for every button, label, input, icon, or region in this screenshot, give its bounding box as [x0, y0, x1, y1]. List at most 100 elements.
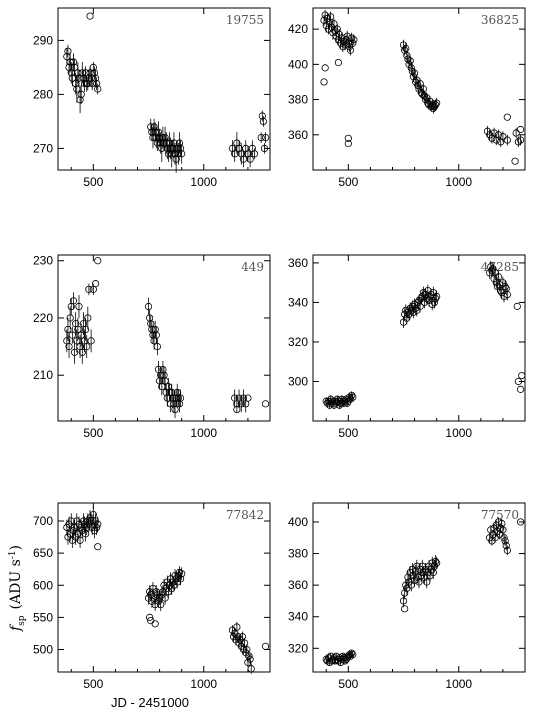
data-point: [87, 337, 95, 345]
data-point: [431, 557, 440, 566]
data-point: [503, 136, 511, 144]
data-point: [178, 150, 186, 158]
data-point: [83, 342, 91, 351]
data-point: [69, 58, 78, 66]
data-point: [494, 131, 503, 139]
data-point: [154, 128, 163, 136]
data-point: [346, 652, 355, 660]
data-point: [503, 546, 511, 554]
data-point: [323, 657, 331, 665]
data-point: [157, 600, 165, 609]
data-point: [76, 536, 84, 544]
x-tick-label: 1000: [445, 426, 472, 440]
data-point: [399, 597, 408, 605]
data-point: [84, 314, 92, 322]
y-tick-label: 420: [288, 22, 308, 36]
y-axis-units-exp: -1: [8, 550, 18, 559]
x-tick-label: 1000: [190, 677, 217, 691]
data-point: [250, 150, 259, 158]
data-point: [144, 302, 153, 311]
data-point: [91, 74, 100, 82]
y-tick-label: 550: [33, 610, 53, 624]
data-point: [89, 510, 97, 519]
data-point: [399, 41, 408, 49]
data-point: [161, 134, 169, 142]
data-point: [146, 613, 154, 621]
panel-77842: 500 1000 500 550 600 650 700 77842: [33, 502, 271, 691]
data-point: [321, 11, 329, 19]
plot-frame: [57, 254, 271, 422]
data-point: [516, 125, 525, 134]
data-point: [90, 69, 99, 77]
x-tick-label: 500: [83, 426, 103, 440]
data-point: [78, 348, 86, 356]
data-point: [349, 651, 357, 659]
plot-frame: [312, 502, 526, 673]
data-point: [344, 397, 352, 405]
y-tick-label: 400: [288, 515, 308, 529]
data-point: [431, 101, 440, 109]
data-point: [512, 129, 520, 137]
y-tick-label: 270: [33, 141, 53, 155]
data-point: [86, 12, 94, 20]
data-point: [502, 542, 510, 550]
data-point: [261, 642, 270, 650]
data-point: [246, 155, 254, 163]
data-point: [412, 78, 420, 86]
data-point: [503, 113, 511, 121]
data-point: [433, 292, 441, 301]
data-point: [516, 385, 525, 393]
data-point: [233, 623, 241, 631]
data-point: [175, 400, 184, 408]
data-point: [151, 620, 159, 628]
data-point: [330, 401, 338, 409]
data-point: [518, 371, 526, 380]
data-point: [176, 394, 185, 402]
panel-id-label: 36825: [481, 13, 519, 27]
data-point: [349, 39, 357, 47]
data-point: [402, 44, 410, 53]
plot-frame: [57, 7, 271, 171]
data-point: [171, 405, 179, 414]
y-tick-label: 700: [33, 514, 53, 528]
data-point: [152, 331, 160, 339]
data-point: [178, 570, 186, 578]
x-tick-label: 1000: [190, 175, 217, 189]
data-point: [150, 123, 158, 131]
data-point: [245, 652, 253, 660]
data-point: [344, 139, 352, 148]
data-point: [89, 63, 97, 72]
data-point: [258, 112, 266, 120]
y-tick-label: 300: [288, 374, 308, 388]
data-point: [244, 394, 252, 402]
x-axis-title: JD - 2451000: [111, 695, 189, 710]
data-point: [408, 67, 416, 75]
y-tick-label: 220: [33, 311, 53, 325]
data-point: [94, 85, 102, 93]
data-point: [233, 405, 241, 414]
data-point: [514, 138, 522, 146]
x-tick-label: 1000: [190, 426, 217, 440]
y-tick-label: 360: [288, 256, 308, 270]
data-point: [420, 92, 429, 100]
data-point: [74, 69, 82, 77]
panel-449: 500 1000 210 220 230 449: [33, 254, 271, 440]
plot-frame: [312, 7, 526, 171]
data-point: [430, 103, 439, 111]
data-point: [334, 58, 342, 67]
data-point: [238, 633, 246, 641]
y-tick-label: 360: [288, 128, 308, 142]
data-point: [419, 85, 428, 93]
y-axis-title: fsp (ADU s-1): [8, 545, 27, 632]
x-tick-label: 500: [338, 677, 358, 691]
data-point: [503, 290, 511, 299]
x-tick-label: 1000: [445, 175, 472, 189]
panel-id-label: 19755: [226, 13, 264, 27]
data-point: [260, 144, 269, 152]
data-point: [94, 257, 102, 265]
data-point: [160, 371, 168, 379]
data-point: [76, 96, 84, 104]
data-point: [490, 129, 498, 137]
data-point: [338, 34, 346, 42]
